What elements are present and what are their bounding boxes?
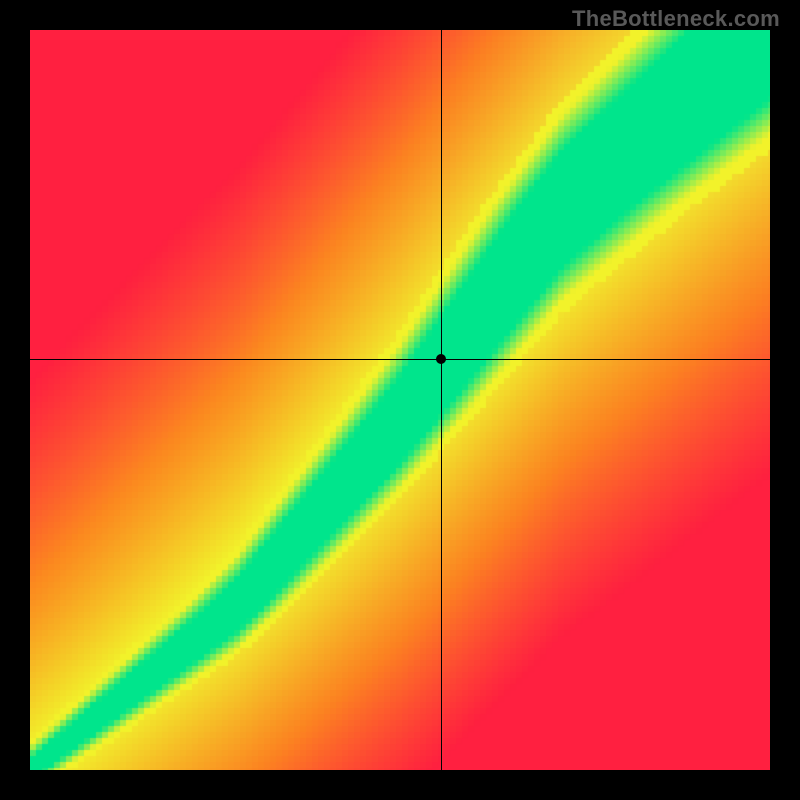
watermark: TheBottleneck.com (572, 6, 780, 32)
marker-point (436, 354, 446, 364)
plot-area (30, 30, 770, 770)
crosshair-horizontal (30, 359, 770, 360)
crosshair-vertical (441, 30, 442, 770)
bottleneck-heatmap (30, 30, 770, 770)
